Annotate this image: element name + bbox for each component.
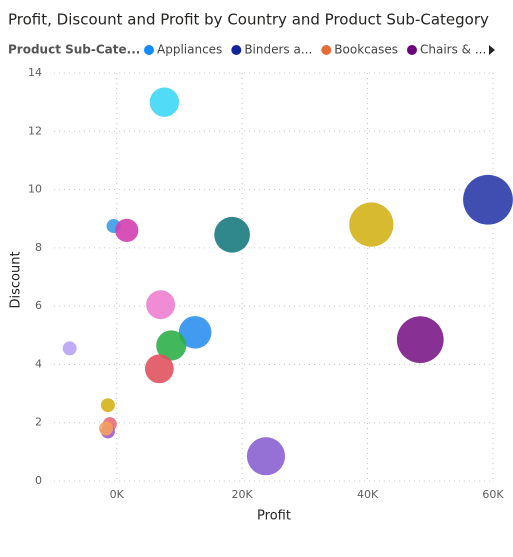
legend-marker[interactable] <box>144 45 154 55</box>
x-tick-label: 40K <box>357 488 379 501</box>
bubble[interactable] <box>463 174 513 225</box>
x-axis-title: Profit <box>257 509 291 524</box>
bubble[interactable] <box>178 316 212 349</box>
legend-title: Product Sub-Cate... <box>8 43 140 57</box>
legend-label: Appliances <box>157 43 222 57</box>
y-tick-label: 4 <box>35 357 42 370</box>
bubble[interactable] <box>146 290 176 320</box>
bubble[interactable] <box>349 202 394 247</box>
bubble[interactable] <box>100 398 115 413</box>
chart-title: Profit, Discount and Profit by Country a… <box>8 11 489 29</box>
bubble[interactable] <box>156 330 187 361</box>
y-tick-label: 10 <box>28 183 42 196</box>
x-tick-label: 0K <box>110 488 125 501</box>
y-tick-label: 0 <box>35 474 42 487</box>
x-tick-label: 60K <box>482 488 504 501</box>
bubble[interactable] <box>144 354 174 384</box>
y-tick-label: 2 <box>35 416 42 429</box>
bubble[interactable] <box>214 216 250 253</box>
bubble[interactable] <box>149 87 180 117</box>
x-tick-label: 20K <box>232 488 254 501</box>
bubble[interactable] <box>246 437 286 476</box>
y-axis-title: Discount <box>9 251 24 308</box>
bubble[interactable] <box>396 316 444 364</box>
legend-label: Chairs & ... <box>420 43 486 57</box>
legend-marker[interactable] <box>321 45 332 55</box>
bubble[interactable] <box>62 341 77 356</box>
y-tick-label: 8 <box>35 241 42 254</box>
y-tick-label: 12 <box>28 124 42 137</box>
bubble[interactable] <box>115 218 139 242</box>
bubble[interactable] <box>99 421 114 436</box>
y-tick-label: 6 <box>35 299 42 312</box>
legend-marker[interactable] <box>231 45 242 55</box>
y-tick-label: 14 <box>28 66 42 79</box>
legend-label: Bookcases <box>334 43 398 57</box>
legend-label: Binders a... <box>244 43 312 57</box>
legend-marker[interactable] <box>406 45 417 55</box>
legend-scroll[interactable] <box>489 45 495 55</box>
